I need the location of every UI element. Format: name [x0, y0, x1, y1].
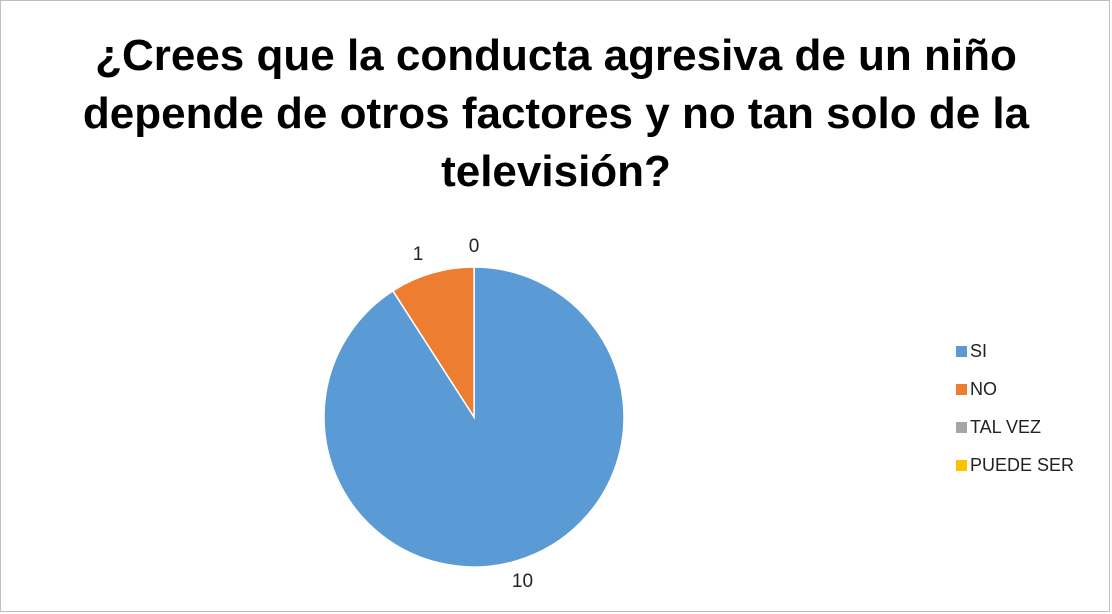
legend-label: PUEDE SER: [970, 454, 1075, 475]
chart-title: ¿Crees que la conducta agresiva de un ni…: [82, 31, 1030, 196]
data-label-si: 10: [512, 571, 533, 592]
legend-item-puede-ser: PUEDE SER: [956, 446, 1074, 484]
legend-item-tal-vez: TAL VEZ: [956, 408, 1074, 446]
legend-item-no: NO: [956, 370, 1074, 408]
data-label-tal-vez: 0: [469, 236, 480, 257]
legend-item-si: SI: [956, 332, 1074, 370]
legend: SI NO TAL VEZ PUEDE SER: [956, 332, 1074, 484]
legend-swatch: [956, 383, 967, 395]
legend-label: TAL VEZ: [970, 416, 1042, 437]
pie-slice-no: [391, 266, 475, 420]
legend-swatch: [956, 421, 967, 433]
legend-swatch: [956, 459, 967, 471]
legend-label: SI: [970, 340, 988, 361]
data-label-no: 1: [413, 244, 424, 265]
legend-label: NO: [970, 378, 997, 399]
legend-swatch: [956, 345, 967, 357]
